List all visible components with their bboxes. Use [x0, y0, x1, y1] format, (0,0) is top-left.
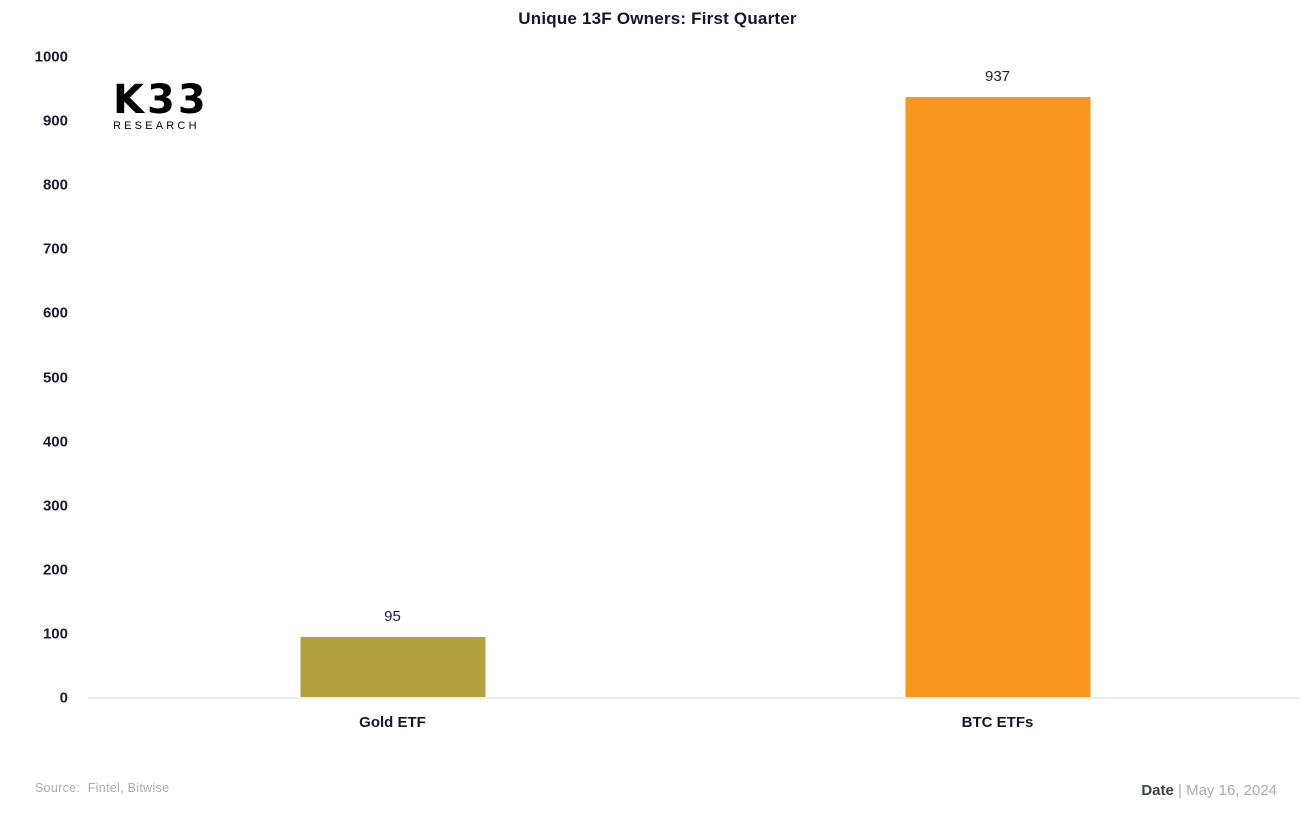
y-tick-label: 600 [42, 304, 68, 322]
bar-value-label-btc-etfs: 937 [984, 68, 1011, 86]
category-label-btc-etfs: BTC ETFs [961, 714, 1034, 731]
date-note: Date | May 16, 2024 [1141, 782, 1277, 799]
k33-research-logo: K33 RESEARCH [113, 80, 209, 132]
x-axis-line [88, 697, 1300, 699]
y-tick-label: 200 [42, 561, 68, 579]
logo-wordmark: K33 [113, 77, 209, 123]
y-tick-label: 1000 [34, 48, 68, 66]
y-tick-label: 800 [42, 176, 68, 194]
bar-value-label-gold-etf: 95 [384, 608, 401, 626]
y-tick-label: 500 [42, 369, 68, 386]
bar-gold-etf [300, 637, 485, 698]
bar-slot-btc-etfs: 937 BTC ETFs [695, 57, 1300, 731]
y-tick-label: 300 [42, 497, 68, 515]
y-tick-label: 0 [59, 689, 68, 707]
category-label-gold-etf: Gold ETF [359, 714, 426, 731]
date-separator: | [1173, 782, 1187, 799]
source-note: Source: Fintel, Bitwise [35, 781, 169, 795]
source-value: Fintel, Bitwise [87, 781, 170, 795]
y-tick-label: 900 [42, 112, 68, 130]
chart-title: Unique 13F Owners: First Quarter [518, 9, 797, 28]
date-value: May 16, 2024 [1186, 782, 1277, 799]
bar-slot-gold-etf: 95 Gold ETF [90, 57, 695, 731]
bars-container: 95 Gold ETF 937 BTC ETFs [90, 57, 1300, 731]
source-label: Source: [35, 781, 81, 795]
y-tick-label: 400 [42, 433, 68, 451]
y-tick-label: 700 [42, 240, 68, 258]
date-label: Date [1141, 782, 1174, 799]
plot-area: 0 100 200 300 400 500 600 700 800 900 1000 95 Gold … [35, 49, 1300, 731]
y-tick-label: 100 [42, 625, 68, 643]
logo-subtext: RESEARCH [113, 120, 200, 132]
bar-btc-etfs [905, 97, 1090, 698]
